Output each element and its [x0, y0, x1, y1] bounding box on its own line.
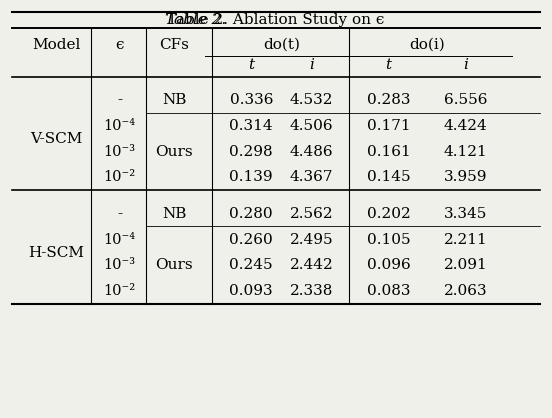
Text: NB: NB: [162, 207, 187, 221]
Text: 0.298: 0.298: [230, 145, 273, 159]
Text: 0.096: 0.096: [367, 258, 411, 273]
Text: 0.260: 0.260: [230, 233, 273, 247]
Text: 0.093: 0.093: [230, 284, 273, 298]
Text: 0.314: 0.314: [230, 119, 273, 133]
Text: 4.424: 4.424: [444, 119, 487, 133]
Text: Table 2.: Table 2.: [165, 13, 226, 27]
Text: i: i: [309, 58, 314, 71]
Text: 10⁻²: 10⁻²: [103, 284, 136, 298]
Text: 0.105: 0.105: [367, 233, 410, 247]
Text: Model: Model: [32, 38, 81, 52]
Text: 0.161: 0.161: [367, 145, 411, 159]
Text: 2.338: 2.338: [290, 284, 333, 298]
Text: 0.083: 0.083: [367, 284, 410, 298]
Text: 4.486: 4.486: [290, 145, 333, 159]
Text: 10⁻⁴: 10⁻⁴: [103, 233, 136, 247]
Text: do(i): do(i): [409, 38, 445, 52]
Text: Ours: Ours: [156, 145, 193, 159]
Text: 10⁻²: 10⁻²: [103, 171, 136, 184]
Text: 0.145: 0.145: [367, 171, 410, 184]
Text: 10⁻⁴: 10⁻⁴: [103, 119, 136, 133]
Text: 2.495: 2.495: [290, 233, 333, 247]
Text: ϵ: ϵ: [115, 38, 124, 52]
Text: 0.245: 0.245: [230, 258, 273, 273]
Text: 2.442: 2.442: [290, 258, 333, 273]
Text: t: t: [248, 58, 254, 71]
Text: 2.063: 2.063: [444, 284, 487, 298]
Text: t: t: [385, 58, 392, 71]
Text: 0.171: 0.171: [367, 119, 410, 133]
Text: 4.367: 4.367: [290, 171, 333, 184]
Text: 0.139: 0.139: [230, 171, 273, 184]
Text: Ours: Ours: [156, 258, 193, 273]
Text: 0.283: 0.283: [367, 93, 410, 107]
Text: Table 2. Ablation Study on ϵ: Table 2. Ablation Study on ϵ: [167, 13, 385, 27]
Text: NB: NB: [162, 93, 187, 107]
Text: 3.345: 3.345: [444, 207, 487, 221]
Text: do(t): do(t): [263, 38, 300, 52]
Text: i: i: [463, 58, 468, 71]
Text: 2.211: 2.211: [444, 233, 487, 247]
Text: V-SCM: V-SCM: [30, 132, 82, 146]
Text: 0.336: 0.336: [230, 93, 273, 107]
Text: 2.091: 2.091: [444, 258, 487, 273]
Text: 0.202: 0.202: [367, 207, 411, 221]
Text: 6.556: 6.556: [444, 93, 487, 107]
Text: 3.959: 3.959: [444, 171, 487, 184]
Text: -: -: [117, 207, 122, 221]
Text: 2.562: 2.562: [290, 207, 333, 221]
Text: 4.532: 4.532: [290, 93, 333, 107]
Text: -: -: [117, 93, 122, 107]
Text: 4.121: 4.121: [444, 145, 487, 159]
Text: 4.506: 4.506: [290, 119, 333, 133]
Text: 0.280: 0.280: [230, 207, 273, 221]
Text: 10⁻³: 10⁻³: [103, 145, 136, 159]
Text: CFs: CFs: [160, 38, 189, 52]
Text: H-SCM: H-SCM: [28, 246, 84, 260]
Text: 10⁻³: 10⁻³: [103, 258, 136, 273]
